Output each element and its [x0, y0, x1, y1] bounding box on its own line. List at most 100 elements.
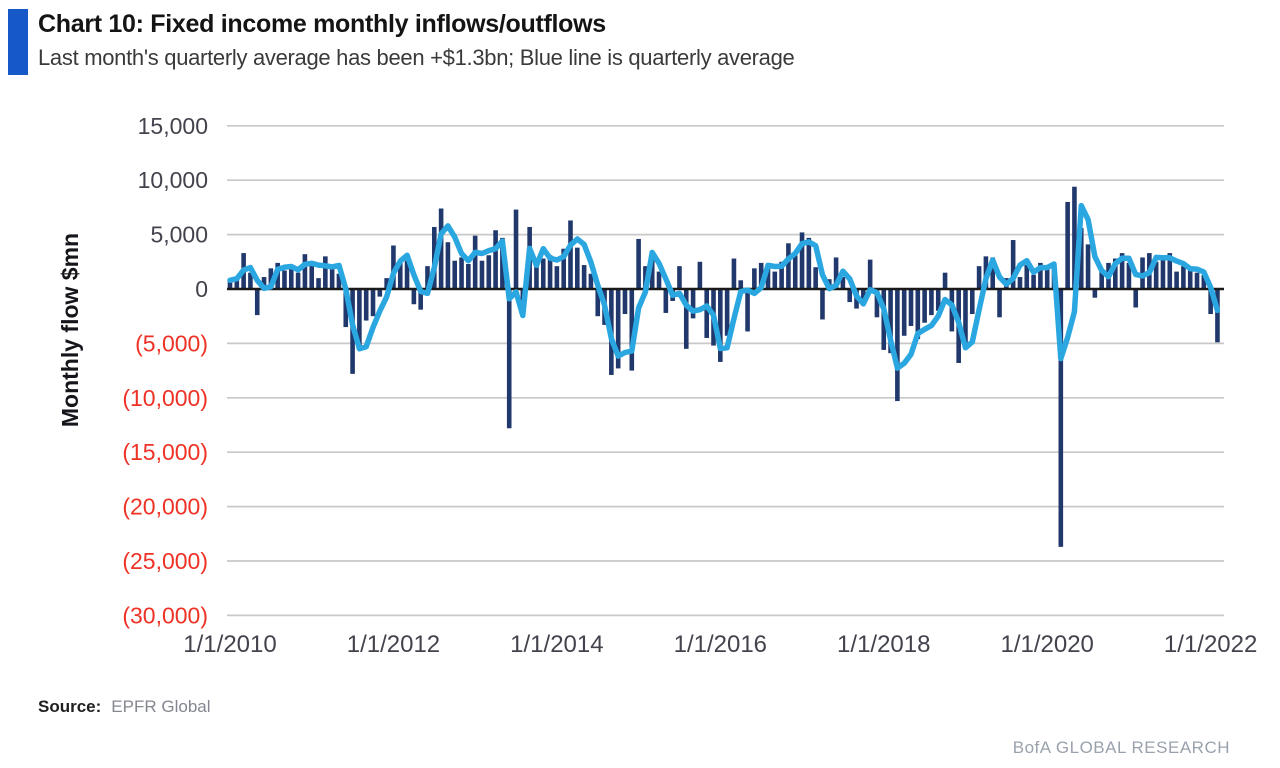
monthly-flow-bar	[1126, 262, 1132, 289]
monthly-flow-bar	[254, 289, 260, 316]
monthly-flow-bar	[370, 289, 376, 317]
y-tick-label: (5,000)	[135, 330, 208, 356]
monthly-flow-bar	[786, 243, 791, 289]
monthly-flow-bar	[867, 259, 873, 289]
monthly-flow-bar	[1044, 265, 1050, 289]
monthly-flow-bar	[656, 271, 662, 289]
monthly-flow-bar	[534, 260, 539, 289]
monthly-flow-bar	[479, 260, 485, 289]
monthly-flow-bar	[615, 289, 621, 369]
monthly-flow-bar	[990, 257, 996, 289]
monthly-flow-bar	[942, 272, 948, 289]
y-tick-label: (25,000)	[122, 548, 208, 574]
bofa-branding: BofA GLOBAL RESEARCH	[1012, 738, 1230, 757]
y-axis-title: Monthly flow $mn	[57, 233, 83, 427]
y-tick-label: (15,000)	[122, 439, 208, 465]
monthly-flow-bar	[888, 289, 893, 354]
monthly-flow-bar	[969, 289, 975, 315]
y-tick-label: 15,000	[138, 113, 208, 139]
monthly-flow-bar	[452, 260, 458, 289]
monthly-flow-bar	[874, 289, 880, 318]
monthly-flow-bar	[683, 289, 689, 349]
monthly-flow-bar	[377, 289, 383, 297]
monthly-flow-bar	[336, 273, 342, 289]
monthly-flow-bar	[806, 237, 812, 289]
monthly-flow-bar	[1010, 240, 1016, 289]
x-tick-label: 1/1/2020	[1000, 631, 1093, 658]
monthly-flow-bar	[547, 255, 553, 289]
monthly-flow-bar	[813, 267, 818, 289]
chart-title: Chart 10: Fixed income monthly inflows/o…	[38, 10, 606, 38]
monthly-flow-bar	[745, 289, 750, 332]
monthly-flow-bar	[1133, 289, 1139, 308]
monthly-flow-bar	[288, 266, 294, 289]
monthly-flow-bar	[765, 265, 771, 289]
x-tick-label: 1/1/2016	[674, 631, 767, 658]
monthly-flow-bar	[636, 238, 641, 289]
monthly-flow-bar	[779, 261, 784, 289]
monthly-flow-bar	[268, 268, 274, 289]
monthly-flow-bar	[554, 266, 560, 289]
monthly-flow-bar	[343, 289, 349, 328]
monthly-flow-bar	[1119, 253, 1125, 289]
monthly-flow-bar	[1024, 265, 1030, 289]
y-tick-label: 10,000	[138, 167, 208, 193]
monthly-flow-bar	[1038, 262, 1043, 289]
monthly-flow-bar	[799, 232, 805, 289]
monthly-flow-bar	[486, 255, 492, 289]
monthly-flow-bar	[1065, 201, 1070, 289]
monthly-flow-bar	[1058, 289, 1064, 547]
monthly-flow-bar	[397, 259, 403, 289]
monthly-flow-bar	[302, 254, 308, 289]
monthly-flow-bar	[847, 289, 853, 303]
monthly-flow-bar	[581, 265, 587, 289]
monthly-flow-bar	[575, 247, 580, 289]
monthly-flow-bar	[295, 272, 301, 289]
monthly-flow-bar	[731, 258, 737, 289]
monthly-flow-bar	[935, 289, 941, 311]
monthly-flow-bar	[861, 289, 866, 301]
monthly-flow-bar	[690, 289, 696, 319]
monthly-flow-bar	[1092, 289, 1098, 298]
y-tick-label: (20,000)	[122, 494, 208, 520]
monthly-flow-bar	[323, 256, 328, 289]
monthly-flow-bar	[1078, 228, 1084, 289]
monthly-flow-bar	[908, 289, 914, 326]
monthly-flow-bar	[234, 277, 240, 289]
y-tick-label: 0	[195, 276, 208, 302]
chart-subtitle: Last month's quarterly average has been …	[38, 45, 795, 70]
monthly-flow-bar	[1201, 274, 1207, 289]
monthly-flow-bar	[540, 258, 546, 289]
monthly-flow-bar	[282, 270, 287, 289]
y-tick-label: 5,000	[150, 222, 208, 248]
monthly-flow-bar	[718, 289, 723, 362]
monthly-flow-bar	[649, 252, 655, 289]
x-tick-label: 1/1/2012	[347, 631, 440, 658]
monthly-flow-bar	[438, 208, 444, 289]
monthly-flow-bar	[1085, 244, 1091, 289]
source-label: Source:	[38, 697, 102, 716]
monthly-flow-bar	[1017, 277, 1023, 289]
monthly-flow-bar	[568, 220, 573, 289]
monthly-flow-bar	[915, 289, 921, 340]
monthly-flow-bar	[248, 272, 253, 289]
y-tick-label: (10,000)	[122, 385, 208, 411]
monthly-flow-bar	[840, 277, 846, 289]
x-tick-label: 1/1/2010	[183, 631, 276, 658]
monthly-flow-bar	[929, 289, 934, 316]
monthly-flow-bar	[561, 248, 566, 289]
monthly-flow-bar	[663, 289, 669, 313]
monthly-flow-bar	[329, 266, 335, 289]
monthly-flow-bar	[445, 242, 451, 289]
monthly-flow-bar	[1160, 258, 1166, 289]
x-tick-label: 1/1/2022	[1164, 631, 1257, 658]
monthly-flow-bar	[513, 209, 519, 289]
monthly-flow-bar	[459, 257, 464, 289]
monthly-flow-bar	[976, 266, 982, 289]
monthly-flow-bar	[309, 262, 315, 289]
monthly-flow-bar	[901, 289, 907, 336]
monthly-flow-bar	[1174, 271, 1179, 289]
monthly-flow-bar	[1113, 258, 1118, 289]
monthly-flow-bar	[1072, 186, 1077, 289]
